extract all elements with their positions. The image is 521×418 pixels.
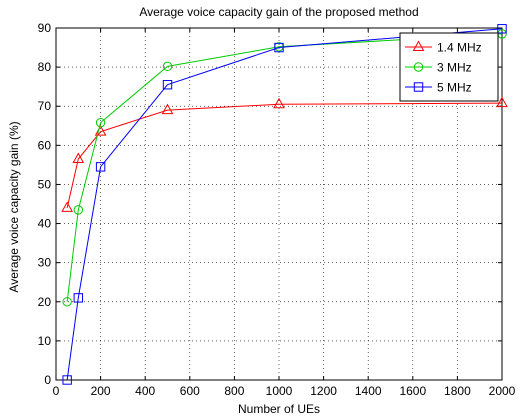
data-point-triangle bbox=[61, 201, 73, 212]
y-tick-label: 60 bbox=[38, 138, 52, 152]
data-point-square bbox=[497, 24, 507, 34]
data-point-triangle bbox=[161, 103, 174, 115]
data-point-triangle bbox=[273, 97, 285, 109]
x-tick-label: 1000 bbox=[266, 384, 293, 398]
legend-label: 1.4 MHz bbox=[437, 41, 482, 55]
legend-marker-triangle bbox=[412, 40, 425, 51]
data-point-circle bbox=[62, 297, 72, 307]
x-tick-label: 1600 bbox=[399, 384, 426, 398]
chart-title: Average voice capacity gain of the propo… bbox=[139, 5, 418, 19]
y-tick-label: 0 bbox=[44, 373, 51, 387]
x-tick-label: 1200 bbox=[310, 384, 337, 398]
legend-label: 5 MHz bbox=[437, 81, 472, 95]
legend-marker-square bbox=[413, 82, 424, 92]
data-point-circle bbox=[162, 61, 173, 72]
plot-area: 0 200 400 600 800 1000 1200 1400 1600 1800 2000 0 10… bbox=[38, 21, 516, 398]
y-tick-label: 40 bbox=[38, 217, 52, 231]
x-tick-label: 800 bbox=[224, 384, 244, 398]
x-tick-label: 200 bbox=[91, 384, 111, 398]
x-axis-label: Number of UEs bbox=[238, 402, 320, 416]
data-point-square bbox=[73, 293, 83, 303]
y-tick-label: 30 bbox=[38, 256, 52, 270]
y-tick-label: 80 bbox=[38, 60, 52, 74]
y-tick-label: 90 bbox=[38, 21, 52, 35]
data-point-triangle bbox=[72, 152, 85, 164]
x-tick-label: 1400 bbox=[355, 384, 382, 398]
x-tick-label: 600 bbox=[180, 384, 200, 398]
y-tick-label: 70 bbox=[38, 99, 52, 113]
x-tick-label: 0 bbox=[53, 384, 60, 398]
x-tick-label: 1800 bbox=[444, 384, 471, 398]
data-point-circle bbox=[73, 205, 84, 215]
y-tick-label: 20 bbox=[38, 295, 52, 309]
legend-marker-circle bbox=[413, 62, 424, 72]
data-point-triangle bbox=[496, 96, 508, 108]
data-point-square bbox=[62, 375, 72, 385]
data-point-square bbox=[162, 80, 173, 90]
series-line-3 bbox=[66, 28, 503, 381]
y-tick-label: 50 bbox=[38, 177, 52, 191]
series-line-1 bbox=[66, 102, 503, 209]
x-tick-label: 2000 bbox=[489, 384, 516, 398]
legend-label: 3 MHz bbox=[437, 61, 472, 75]
x-tick-label: 400 bbox=[135, 384, 155, 398]
y-tick-label: 10 bbox=[38, 334, 52, 348]
y-axis-label: Average voice capacity gain (%) bbox=[7, 121, 21, 292]
data-point-circle bbox=[95, 117, 106, 128]
data-point-square bbox=[95, 162, 106, 172]
data-point-square bbox=[274, 42, 284, 53]
legend: 1.4 MHz 3 MHz 5 MHz bbox=[399, 32, 499, 102]
